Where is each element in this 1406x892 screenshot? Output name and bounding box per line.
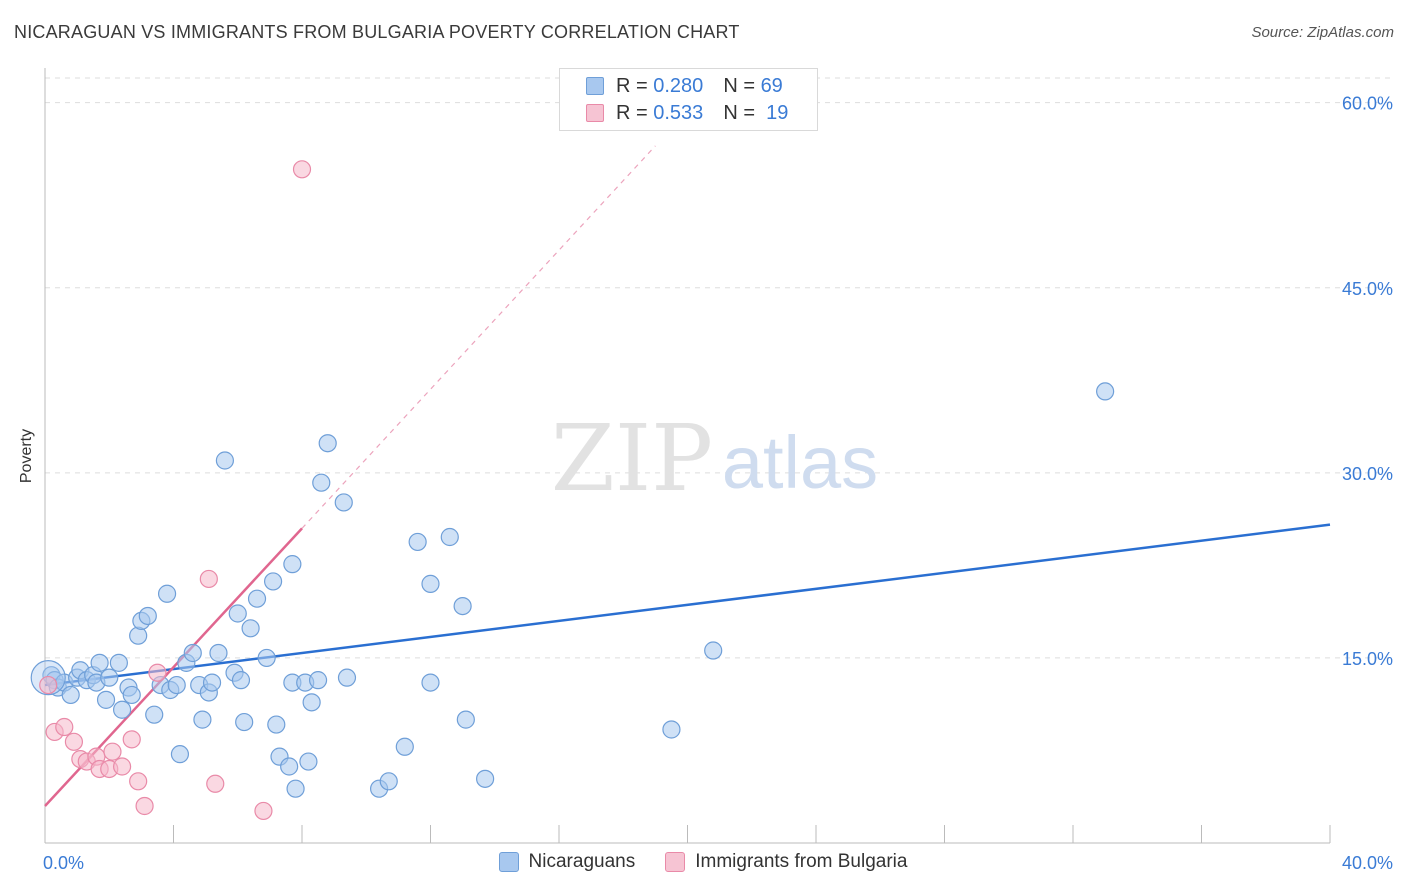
legend-swatch-blue bbox=[586, 77, 604, 95]
legend-r-value: 0.533 bbox=[653, 101, 704, 124]
data-point-nicaraguans bbox=[421, 574, 440, 593]
data-point-nicaraguans bbox=[263, 572, 283, 591]
legend-row-bulgaria: R = 0.533 N = 19 bbox=[586, 102, 788, 124]
gridlines bbox=[45, 77, 1395, 659]
data-point-nicaraguans bbox=[109, 653, 128, 672]
data-point-nicaraguans bbox=[334, 493, 353, 512]
data-point-nicaraguans bbox=[90, 653, 109, 672]
data-point-nicaraguans bbox=[257, 648, 276, 668]
data-point-bulgaria bbox=[55, 717, 74, 737]
data-point-nicaraguans bbox=[100, 668, 119, 687]
data-point-bulgaria bbox=[292, 160, 312, 179]
data-point-nicaraguans bbox=[183, 643, 202, 663]
data-point-nicaraguans bbox=[337, 668, 357, 687]
data-point-nicaraguans bbox=[96, 690, 116, 709]
trend-line-bulgaria-extension bbox=[301, 145, 656, 529]
data-point-nicaraguans bbox=[167, 675, 186, 695]
x-tick-label-min: 0.0% bbox=[43, 853, 84, 873]
series-legend-label: Nicaraguans bbox=[528, 851, 636, 872]
data-point-nicaraguans bbox=[231, 671, 251, 690]
data-point-nicaraguans bbox=[283, 555, 302, 574]
data-point-bulgaria bbox=[206, 774, 225, 793]
data-point-nicaraguans bbox=[476, 769, 495, 788]
y-tick-label: 45.0% bbox=[1342, 279, 1393, 299]
series-bulgaria bbox=[39, 160, 312, 821]
x-tick-label-max: 40.0% bbox=[1342, 853, 1393, 873]
data-point-nicaraguans bbox=[440, 527, 459, 547]
data-point-nicaraguans bbox=[235, 712, 254, 732]
series-legend: Nicaraguans Immigrants from Bulgaria bbox=[0, 851, 1406, 873]
data-point-nicaraguans bbox=[129, 626, 148, 645]
data-point-nicaraguans bbox=[241, 619, 260, 638]
series-legend-bulgaria: Immigrants from Bulgaria bbox=[665, 851, 907, 873]
data-point-bulgaria bbox=[103, 742, 122, 761]
legend-n-value: 19 bbox=[766, 101, 789, 124]
data-point-nicaraguans bbox=[61, 685, 80, 705]
data-point-nicaraguans bbox=[286, 779, 305, 798]
series-legend-label: Immigrants from Bulgaria bbox=[695, 851, 908, 872]
data-point-bulgaria bbox=[39, 675, 58, 695]
data-point-nicaraguans bbox=[228, 604, 247, 623]
watermark-atlas: atlas bbox=[722, 421, 878, 504]
data-point-nicaraguans bbox=[456, 710, 475, 729]
legend-swatch-pink bbox=[586, 104, 604, 122]
legend-n-value: 69 bbox=[760, 74, 783, 97]
watermark-zip: ZIP bbox=[551, 405, 713, 512]
legend-row-nicaraguans: R = 0.280 N = 69 bbox=[586, 75, 783, 97]
data-point-nicaraguans bbox=[408, 532, 427, 552]
series-legend-swatch-blue bbox=[498, 852, 519, 872]
y-tick-label: 30.0% bbox=[1342, 464, 1393, 484]
legend-r-label: R = bbox=[616, 101, 648, 124]
data-point-bulgaria bbox=[112, 757, 132, 776]
data-point-nicaraguans bbox=[312, 473, 331, 492]
data-point-nicaraguans bbox=[280, 757, 299, 776]
data-point-nicaraguans bbox=[453, 596, 472, 616]
data-point-nicaraguans bbox=[1096, 382, 1115, 401]
legend-r-label: R = bbox=[616, 74, 648, 97]
data-point-nicaraguans bbox=[193, 710, 212, 729]
data-point-nicaraguans bbox=[215, 451, 234, 470]
data-point-bulgaria bbox=[254, 801, 273, 821]
series-nicaraguans bbox=[30, 382, 1115, 798]
legend-n-label: N = bbox=[723, 74, 755, 97]
data-point-nicaraguans bbox=[704, 641, 723, 660]
series-legend-swatch-pink bbox=[665, 852, 686, 872]
tick-labels: 15.0% 30.0% 45.0% 60.0% 0.0% 40.0% bbox=[43, 94, 1393, 873]
data-point-nicaraguans bbox=[209, 643, 228, 663]
series-legend-nicaraguans: Nicaraguans bbox=[498, 851, 636, 873]
axes bbox=[44, 68, 1331, 844]
data-point-nicaraguans bbox=[138, 606, 157, 626]
data-point-bulgaria bbox=[199, 569, 218, 589]
y-tick-label: 15.0% bbox=[1342, 649, 1393, 669]
legend-n-label: N = bbox=[723, 101, 755, 124]
data-point-bulgaria bbox=[64, 732, 84, 751]
data-point-nicaraguans bbox=[267, 715, 286, 734]
source-label: Source: ZipAtlas.com bbox=[1251, 24, 1394, 41]
watermark: ZIP atlas bbox=[551, 405, 878, 512]
data-point-nicaraguans bbox=[122, 685, 141, 705]
data-point-nicaraguans bbox=[308, 671, 328, 690]
data-point-nicaraguans bbox=[302, 693, 321, 712]
data-point-nicaraguans bbox=[202, 673, 222, 692]
data-point-nicaraguans bbox=[395, 737, 414, 756]
data-point-nicaraguans bbox=[170, 745, 190, 764]
data-point-bulgaria bbox=[122, 730, 141, 749]
data-point-nicaraguans bbox=[247, 589, 267, 608]
data-point-nicaraguans bbox=[662, 720, 681, 739]
data-point-nicaraguans bbox=[157, 584, 177, 603]
legend-r-value: 0.280 bbox=[653, 74, 704, 97]
y-tick-label: 60.0% bbox=[1342, 94, 1393, 114]
data-point-nicaraguans bbox=[112, 700, 132, 719]
data-point-nicaraguans bbox=[421, 673, 440, 692]
data-point-nicaraguans bbox=[379, 772, 398, 791]
data-point-bulgaria bbox=[135, 796, 154, 816]
data-point-nicaraguans bbox=[145, 705, 164, 724]
correlation-legend: R = 0.280 N = 69 R = 0.533 N = 19 bbox=[559, 68, 818, 131]
data-point-bulgaria bbox=[129, 772, 148, 791]
data-point-bulgaria bbox=[148, 663, 167, 682]
data-point-nicaraguans bbox=[299, 752, 318, 771]
data-point-nicaraguans bbox=[318, 434, 337, 453]
chart-title: NICARAGUAN VS IMMIGRANTS FROM BULGARIA P… bbox=[14, 22, 740, 42]
